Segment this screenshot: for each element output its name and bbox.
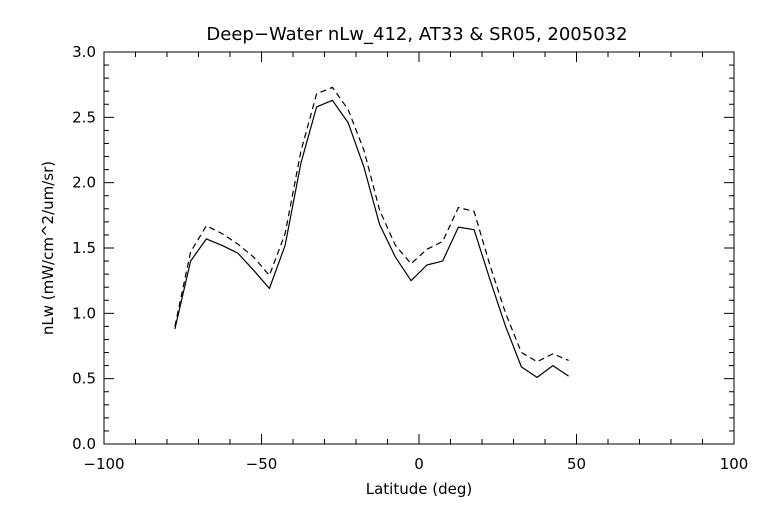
- data-series: [174, 86, 569, 378]
- x-tick-label: 0: [414, 455, 424, 473]
- y-tick-label: 1.5: [72, 239, 96, 257]
- x-tick-label: −50: [246, 455, 278, 473]
- y-axis-tick-labels: 0.0 0.5 1.0 1.5 2.0 2.5 3.0: [72, 43, 96, 453]
- y-axis-title: nLw (mW/cm^2/um/sr): [39, 161, 57, 335]
- y-tick-label: 2.0: [72, 174, 96, 192]
- y-tick-label: 3.0: [72, 43, 96, 61]
- x-axis-title: Latitude (deg): [366, 480, 472, 498]
- y-tick-label: 0.0: [72, 435, 96, 453]
- x-tick-label: 100: [720, 455, 749, 473]
- plot-frame: [103, 51, 735, 445]
- y-tick-label: 1.0: [72, 304, 96, 322]
- x-tick-label: −100: [83, 455, 124, 473]
- y-tick-label: 2.5: [72, 108, 96, 126]
- series-line-solid: [174, 99, 569, 378]
- y-tick-label: 0.5: [72, 370, 96, 388]
- axis-ticks: [103, 51, 735, 445]
- x-axis-tick-labels: −100 −50 0 50 100: [83, 455, 748, 473]
- chart-title: Deep−Water nLw_412, AT33 & SR05, 2005032: [206, 24, 627, 45]
- series-line-dashed: [174, 86, 569, 363]
- x-tick-label: 50: [567, 455, 586, 473]
